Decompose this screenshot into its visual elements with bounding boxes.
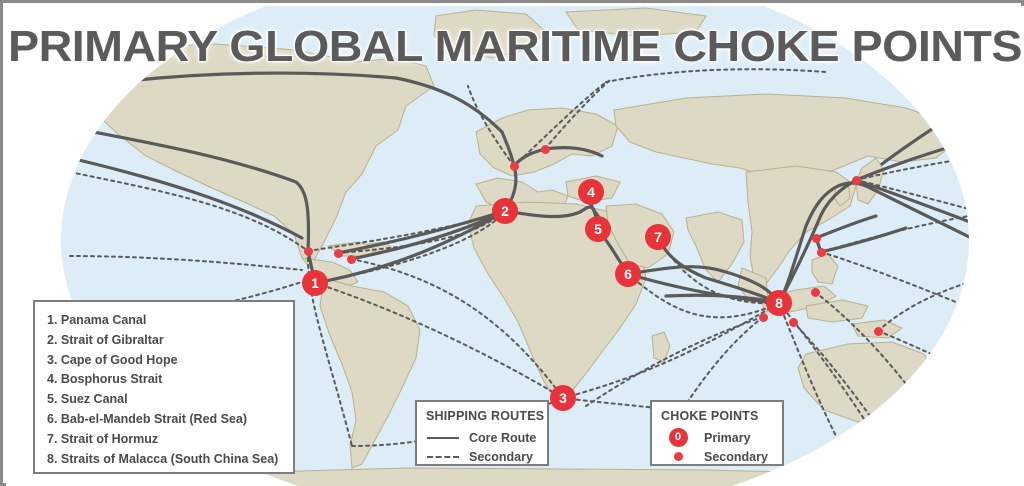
secondary-choke-point[interactable] — [810, 287, 820, 297]
legend-row-secondary: Secondary — [661, 447, 782, 466]
legend-label: Secondary — [704, 449, 768, 464]
secondary-choke-point[interactable] — [816, 247, 826, 257]
choke-point-7[interactable]: 7 — [645, 224, 671, 250]
secondary-choke-point[interactable] — [788, 317, 798, 327]
secondary-choke-point[interactable] — [758, 312, 768, 322]
list-item: 3. Cape of Good Hope — [47, 352, 178, 367]
secondary-choke-point[interactable] — [540, 144, 550, 154]
shipping-routes-legend: SHIPPING ROUTES Core Route Secondary — [415, 400, 549, 466]
map-stage: PRIMARY GLOBAL MARITIME CHOKE POINTS 1 2… — [6, 6, 1024, 486]
list-item: 4. Bosphorus Strait — [47, 372, 163, 387]
choke-points-legend: CHOKE POINTS 0 Primary Secondary — [650, 400, 784, 466]
secondary-choke-point[interactable] — [333, 248, 343, 258]
primary-marker-icon: 0 — [661, 428, 695, 447]
legend-row-core-route: Core Route — [426, 428, 547, 447]
page-title: PRIMARY GLOBAL MARITIME CHOKE POINTS — [8, 22, 1022, 71]
list-item: 5. Suez Canal — [47, 392, 128, 407]
choke-point-5[interactable]: 5 — [585, 216, 611, 242]
choke-point-1[interactable]: 1 — [302, 270, 328, 296]
legend-title: CHOKE POINTS — [661, 409, 759, 423]
world-map — [61, 7, 969, 486]
legend-label: Secondary — [469, 449, 533, 464]
legend-label: Primary — [704, 430, 751, 445]
choke-point-8[interactable]: 8 — [766, 290, 792, 316]
choke-point-3[interactable]: 3 — [550, 385, 576, 411]
legend-title: SHIPPING ROUTES — [426, 409, 545, 423]
list-item: 7. Strait of Hormuz — [47, 431, 159, 446]
legend-label: Core Route — [469, 430, 537, 445]
legend-row-secondary-route: Secondary — [426, 447, 547, 466]
list-item: 6. Bab-el-Mandeb Strait (Red Sea) — [47, 411, 248, 426]
legend-row-primary: 0 Primary — [661, 428, 782, 447]
secondary-choke-point[interactable] — [873, 326, 883, 336]
choke-point-list-legend: 1. Panama Canal 2. Strait of Gibraltar 3… — [33, 300, 295, 474]
secondary-choke-point[interactable] — [346, 254, 356, 264]
secondary-choke-point[interactable] — [851, 175, 861, 185]
list-item: 1. Panama Canal — [47, 313, 147, 327]
secondary-choke-point[interactable] — [303, 246, 313, 256]
list-item: 8. Straits of Malacca (South China Sea) — [47, 451, 279, 466]
choke-point-4[interactable]: 4 — [578, 179, 604, 205]
dashed-line-icon — [426, 455, 460, 458]
secondary-marker-icon — [661, 452, 695, 461]
choke-point-2[interactable]: 2 — [492, 198, 518, 224]
solid-line-icon — [426, 436, 460, 439]
choke-point-6[interactable]: 6 — [615, 261, 641, 287]
list-item: 2. Strait of Gibraltar — [47, 332, 164, 347]
secondary-choke-point[interactable] — [509, 161, 519, 171]
secondary-choke-point[interactable] — [811, 233, 821, 243]
